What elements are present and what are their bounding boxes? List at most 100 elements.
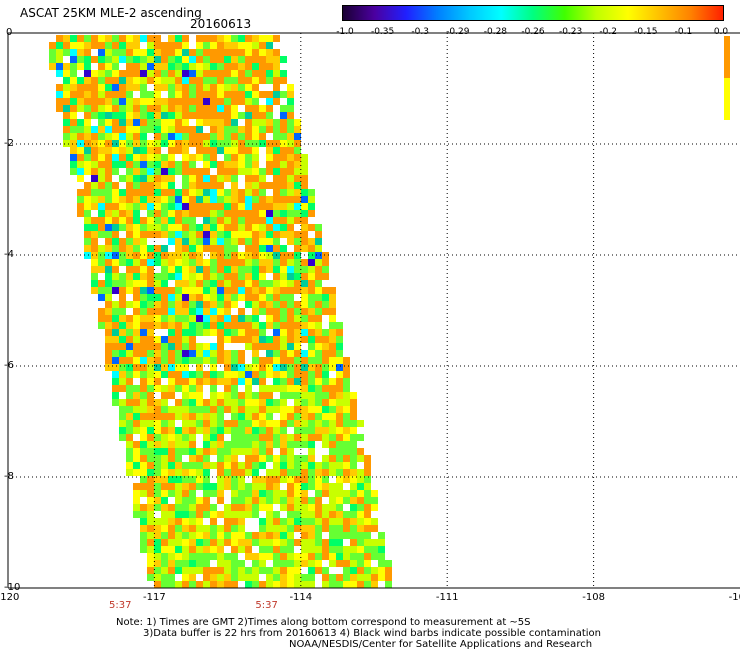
swath-cell bbox=[245, 441, 252, 448]
swath-cell bbox=[161, 581, 168, 588]
swath-cell bbox=[112, 77, 119, 84]
swath-cell bbox=[259, 42, 266, 49]
swath-cell bbox=[182, 217, 189, 224]
swath-cell bbox=[182, 35, 189, 42]
swath-cell bbox=[161, 441, 168, 448]
swath-cell bbox=[70, 77, 77, 84]
swath-cell bbox=[322, 455, 329, 462]
swath-cell bbox=[322, 539, 329, 546]
swath-cell bbox=[203, 161, 210, 168]
swath-cell bbox=[161, 406, 168, 413]
swath-cell bbox=[266, 70, 273, 77]
swath-cell bbox=[252, 154, 259, 161]
swath-cell bbox=[287, 126, 294, 133]
swath-cell bbox=[133, 266, 140, 273]
swath-cell bbox=[105, 203, 112, 210]
swath-cell bbox=[224, 567, 231, 574]
swath-cell bbox=[140, 273, 147, 280]
swath-cell bbox=[224, 42, 231, 49]
swath-cell bbox=[724, 106, 730, 113]
swath-cell bbox=[343, 469, 350, 476]
swath-cell bbox=[301, 224, 308, 231]
swath-cell bbox=[105, 217, 112, 224]
swath-cell bbox=[224, 231, 231, 238]
swath-cell bbox=[252, 308, 259, 315]
swath-cell bbox=[252, 350, 259, 357]
swath-cell bbox=[147, 126, 154, 133]
swath-cell bbox=[224, 539, 231, 546]
swath-cell bbox=[105, 287, 112, 294]
swath-cell bbox=[147, 231, 154, 238]
swath-cell bbox=[245, 336, 252, 343]
swath-cell bbox=[140, 70, 147, 77]
swath-cell bbox=[133, 168, 140, 175]
swath-cell bbox=[196, 483, 203, 490]
swath-cell bbox=[336, 378, 343, 385]
swath-cell bbox=[238, 287, 245, 294]
swath-cell bbox=[364, 490, 371, 497]
swath-cell bbox=[238, 56, 245, 63]
swath-cell bbox=[315, 567, 322, 574]
swath-cell bbox=[273, 567, 280, 574]
swath-cell bbox=[273, 91, 280, 98]
swath-cell bbox=[724, 85, 730, 92]
swath-cell bbox=[196, 175, 203, 182]
swath-cell bbox=[259, 182, 266, 189]
swath-cell bbox=[203, 98, 210, 105]
swath-cell bbox=[112, 322, 119, 329]
swath-cell bbox=[308, 238, 315, 245]
swath-cell bbox=[203, 448, 210, 455]
swath-cell bbox=[245, 490, 252, 497]
swath-cell bbox=[189, 231, 196, 238]
swath-cell bbox=[245, 196, 252, 203]
swath-cell bbox=[217, 98, 224, 105]
swath-cell bbox=[301, 245, 308, 252]
swath-cell bbox=[112, 70, 119, 77]
swath-cell bbox=[182, 546, 189, 553]
swath-cell bbox=[140, 539, 147, 546]
swath-cell bbox=[133, 224, 140, 231]
swath-cell bbox=[245, 406, 252, 413]
swath-cell bbox=[224, 336, 231, 343]
swath-cell bbox=[147, 469, 154, 476]
swath-cell bbox=[364, 581, 371, 588]
swath-cell bbox=[168, 413, 175, 420]
swath-cell bbox=[308, 336, 315, 343]
swath-cell bbox=[322, 378, 329, 385]
swath-cell bbox=[119, 399, 126, 406]
swath-cell bbox=[112, 168, 119, 175]
swath-cell bbox=[231, 182, 238, 189]
swath-cell bbox=[154, 350, 161, 357]
swath-cell bbox=[189, 280, 196, 287]
swath-cell bbox=[273, 189, 280, 196]
swath-cell bbox=[140, 245, 147, 252]
swath-cell bbox=[119, 147, 126, 154]
swath-cell bbox=[133, 329, 140, 336]
swath-cell bbox=[210, 294, 217, 301]
swath-cell bbox=[189, 350, 196, 357]
swath-cell bbox=[63, 140, 70, 147]
swath-cell bbox=[217, 441, 224, 448]
swath-cell bbox=[224, 84, 231, 91]
swath-cell bbox=[203, 546, 210, 553]
swath-cell bbox=[252, 336, 259, 343]
swath-cell bbox=[357, 490, 364, 497]
swath-cell bbox=[147, 427, 154, 434]
swath-cell bbox=[273, 56, 280, 63]
swath-cell bbox=[273, 35, 280, 42]
swath-cell bbox=[231, 140, 238, 147]
swath-cell bbox=[182, 147, 189, 154]
swath-cell bbox=[224, 378, 231, 385]
swath-cell bbox=[189, 546, 196, 553]
swath-cell bbox=[189, 182, 196, 189]
swath-cell bbox=[182, 56, 189, 63]
swath-cell bbox=[287, 455, 294, 462]
swath-cell bbox=[273, 434, 280, 441]
swath-cell bbox=[203, 490, 210, 497]
swath-cell bbox=[259, 35, 266, 42]
swath-cell bbox=[161, 350, 168, 357]
swath-cell bbox=[329, 560, 336, 567]
swath-cell bbox=[175, 189, 182, 196]
swath-cell bbox=[294, 252, 301, 259]
swath-cell bbox=[224, 532, 231, 539]
